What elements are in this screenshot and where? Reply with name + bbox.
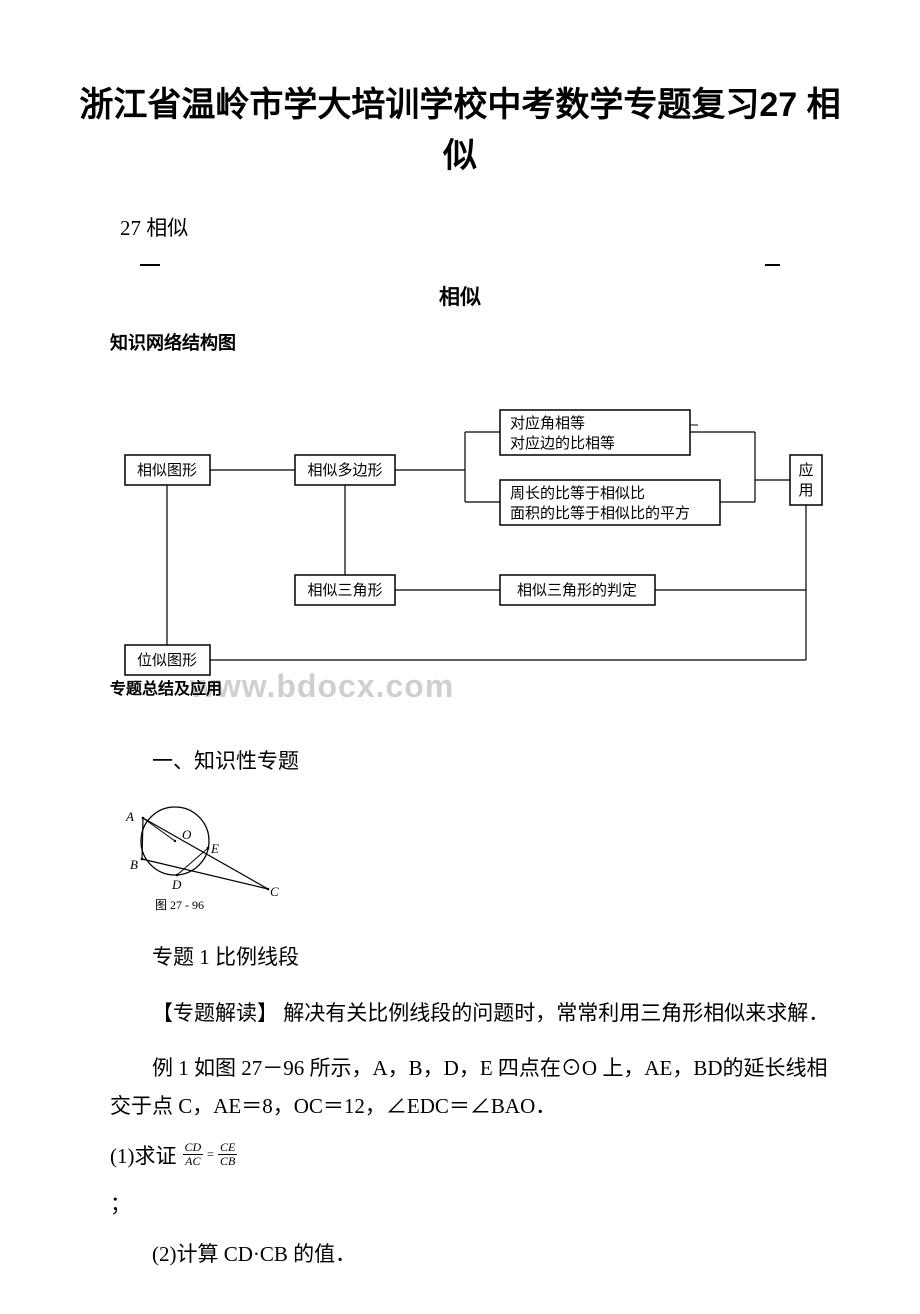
box-similar-triangle: 相似三角形: [307, 582, 382, 599]
example-1-text: 例 1 如图 27－96 所示，A，B，D，E 四点在⊙O 上，AE，BD的延长…: [110, 1050, 840, 1126]
label-E: E: [210, 841, 219, 856]
question-2-text: (2)计算 CD·CB 的值．: [110, 1236, 840, 1274]
label-C: C: [270, 884, 279, 899]
right-dash: [765, 264, 780, 266]
box-app-line1: 应: [798, 461, 813, 479]
fraction-2: CE CB: [218, 1141, 237, 1168]
box-homothetic: 位似图形: [137, 652, 197, 669]
label-D: D: [171, 877, 182, 892]
section-1-heading: 一、知识性专题: [110, 743, 840, 781]
topic-summary-heading: 专题总结及应用: [110, 675, 222, 699]
equals-sign: =: [207, 1147, 214, 1162]
center-heading: 相似: [70, 281, 850, 311]
label-A: A: [125, 809, 134, 824]
q1-semicolon: ；: [110, 1188, 850, 1218]
box-props2-line2: 面积的比等于相似比的平方: [510, 504, 690, 522]
geometry-figure: O A B E D C: [110, 801, 850, 921]
knowledge-network-diagram: www.bdocx.com 专题总结及应用 相似图形 相似多边形 对应角相等 对…: [70, 365, 850, 725]
fraction-1: CD AC: [183, 1141, 204, 1168]
page-title: 浙江省温岭市学大培训学校中考数学专题复习27 相似: [70, 80, 850, 182]
topic-reading: 【专题解读】 解决有关比例线段的问题时，常常利用三角形相似来求解．: [110, 995, 840, 1033]
watermark-text: www.bdocx.com: [190, 668, 454, 705]
topic-1-heading: 专题 1 比例线段: [110, 939, 840, 977]
network-svg: 相似图形 相似多边形 对应角相等 对应边的比相等 周长的比等于相似比 面积的比等…: [70, 365, 850, 705]
figure-caption: 图 27 - 96: [155, 898, 204, 912]
label-B: B: [130, 857, 138, 872]
box-similar-figure: 相似图形: [137, 462, 197, 479]
horizontal-rule-row: [70, 252, 850, 276]
question-1-line: (1)求证 CD AC = CE CB: [110, 1140, 850, 1170]
label-O: O: [182, 827, 192, 842]
q1-prefix: (1)求证: [110, 1140, 177, 1170]
left-dash: [140, 264, 160, 266]
box-props2-line1: 周长的比等于相似比: [510, 484, 645, 502]
network-heading: 知识网络结构图: [110, 329, 850, 355]
box-props1-line1: 对应角相等: [510, 414, 585, 432]
box-props1-line2: 对应边的比相等: [510, 434, 615, 452]
box-similar-triangle-judge: 相似三角形的判定: [517, 582, 637, 599]
chapter-subtitle: 27 相似: [120, 212, 850, 242]
box-app-line2: 用: [798, 483, 813, 499]
box-similar-polygon: 相似多边形: [307, 462, 382, 479]
